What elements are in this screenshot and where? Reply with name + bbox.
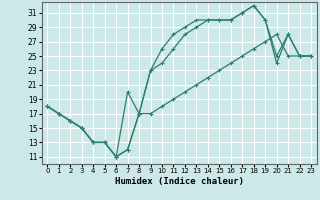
X-axis label: Humidex (Indice chaleur): Humidex (Indice chaleur) (115, 177, 244, 186)
